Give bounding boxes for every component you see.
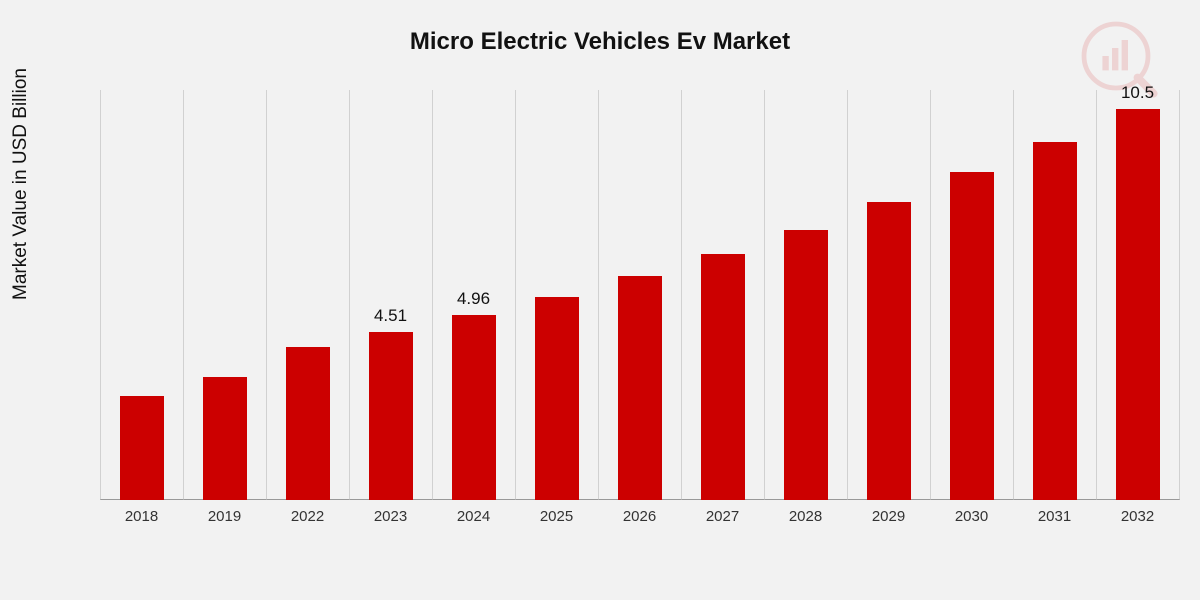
x-category-label: 2030 xyxy=(930,508,1013,525)
bar-value-label: 4.51 xyxy=(369,306,413,332)
bar xyxy=(286,347,330,500)
x-category-label: 2029 xyxy=(847,508,930,525)
bar xyxy=(1033,142,1077,500)
gridline xyxy=(266,90,267,500)
gridline xyxy=(681,90,682,500)
gridline xyxy=(598,90,599,500)
x-category-label: 2032 xyxy=(1096,508,1179,525)
gridline xyxy=(1013,90,1014,500)
chart-area: 201820192022 4.51 2023 4.96 2024202520262027… xyxy=(70,90,1180,530)
bar xyxy=(618,276,662,500)
gridline xyxy=(183,90,184,500)
bar-value-label: 4.96 xyxy=(452,289,496,315)
bar xyxy=(120,396,164,500)
gridline xyxy=(764,90,765,500)
bar xyxy=(950,172,994,500)
gridline xyxy=(515,90,516,500)
gridline xyxy=(432,90,433,500)
x-category-label: 2024 xyxy=(432,508,515,525)
bar: 4.96 xyxy=(452,315,496,500)
bar xyxy=(867,202,911,500)
gridline xyxy=(100,90,101,500)
x-category-label: 2019 xyxy=(183,508,266,525)
gridline xyxy=(847,90,848,500)
x-category-label: 2028 xyxy=(764,508,847,525)
bar xyxy=(535,297,579,500)
bar-value-label: 10.5 xyxy=(1116,83,1160,109)
gridline xyxy=(1096,90,1097,500)
bar xyxy=(701,254,745,500)
bar: 4.51 xyxy=(369,332,413,500)
plot-region: 201820192022 4.51 2023 4.96 2024202520262027… xyxy=(100,90,1180,530)
x-category-label: 2025 xyxy=(515,508,598,525)
x-category-label: 2018 xyxy=(100,508,183,525)
gridline xyxy=(1179,90,1180,500)
gridline xyxy=(930,90,931,500)
bar: 10.5 xyxy=(1116,109,1160,500)
x-category-label: 2031 xyxy=(1013,508,1096,525)
x-category-label: 2027 xyxy=(681,508,764,525)
x-category-label: 2026 xyxy=(598,508,681,525)
chart-title: Micro Electric Vehicles Ev Market xyxy=(0,0,1200,56)
bar xyxy=(203,377,247,500)
gridline xyxy=(349,90,350,500)
x-category-label: 2022 xyxy=(266,508,349,525)
y-axis-label: Market Value in USD Billion xyxy=(10,68,32,300)
bar xyxy=(784,230,828,500)
x-category-label: 2023 xyxy=(349,508,432,525)
